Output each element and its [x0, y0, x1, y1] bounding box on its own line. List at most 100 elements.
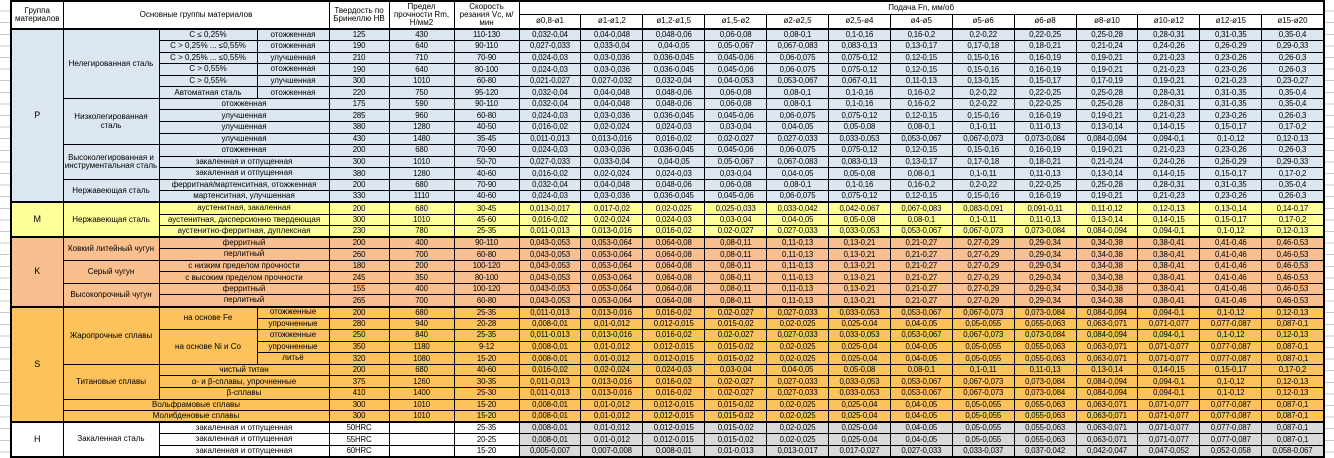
feed-value-cell: 0,13-0,21: [827, 294, 891, 307]
feed-value-cell: 0,071-0,077: [1137, 352, 1201, 365]
hardness-cell: 280: [328, 317, 390, 331]
feed-value-cell: 0,13-0,15: [951, 74, 1015, 88]
feed-value-cell: 0,22-0,25: [1013, 86, 1077, 99]
feed-value-cell: 0,008-0,01: [518, 421, 582, 435]
feed-value-cell: 0,013-0,017: [766, 444, 829, 458]
hardness-cell: 285: [328, 109, 390, 122]
strength-cell: 1010: [388, 74, 455, 88]
strength-cell: 1400: [388, 386, 455, 400]
strength-cell: 1260: [388, 375, 455, 388]
cutting-speed-cell: 80-100: [453, 63, 520, 76]
feed-value-cell: 0,043-0,053: [518, 294, 582, 307]
header-material-group: Группа материалов: [10, 0, 64, 30]
feed-value-cell: 0,08-0,1: [889, 213, 953, 227]
feed-value-cell: 0,2-0,22: [951, 28, 1015, 42]
feed-value-cell: 0,27-0,29: [951, 294, 1015, 307]
feed-value-cell: 0,1-0,16: [827, 28, 891, 42]
feed-value-cell: 0,015-0,02: [704, 340, 768, 354]
cutting-speed-cell: 40-60: [453, 190, 520, 203]
feed-value-cell: 0,08-0,1: [766, 86, 829, 99]
feed-value-cell: 0,016-0,02: [518, 363, 582, 377]
strength-cell: [388, 444, 455, 458]
feed-value-cell: 0,033-0,053: [827, 375, 891, 388]
feed-value-cell: 0,02-0,027: [704, 305, 768, 319]
feed-value-cell: 0,033-0,04: [580, 155, 644, 169]
feed-value-cell: 0,04-0,05: [889, 421, 953, 435]
material-name-cell: ферритная/мартенситная, отожженная: [158, 178, 330, 192]
material-name-cell: с низким пределом прочности: [158, 259, 330, 273]
feed-value-cell: 0,08-0,1: [889, 121, 953, 134]
material-name-cell: отожженная: [158, 144, 330, 157]
feed-value-cell: 0,063-0,071: [1075, 340, 1139, 354]
feed-value-cell: 0,077-0,087: [1199, 317, 1263, 331]
feed-value-cell: 0,013-0,016: [580, 132, 644, 146]
feed-value-cell: 0,084-0,094: [1075, 329, 1139, 342]
feed-value-cell: 0,03-0,04: [704, 167, 768, 180]
feed-value-cell: 0,15-0,17: [1199, 167, 1263, 180]
hardness-cell: 375: [328, 375, 390, 388]
feed-value-cell: 0,1-0,16: [827, 86, 891, 99]
feed-value-cell: 0,033-0,053: [827, 386, 891, 400]
feed-value-cell: 0,21-0,23: [1137, 109, 1201, 122]
feed-value-cell: 0,024-0,03: [518, 63, 582, 76]
feed-value-cell: 0,067-0,073: [951, 305, 1015, 319]
material-name-cell: C ≤ 0,25%: [158, 28, 258, 42]
feed-value-cell: 0,15-0,17: [1199, 213, 1263, 227]
feed-value-cell: 0,05-0,055: [951, 421, 1015, 435]
feed-value-cell: 0,053-0,067: [889, 375, 953, 388]
feed-value-cell: 0,094-0,1: [1137, 305, 1201, 319]
feed-value-cell: 0,05-0,055: [951, 317, 1015, 331]
feed-value-cell: 0,017-0,027: [827, 444, 891, 458]
feed-value-cell: 0,02-0,027: [704, 329, 768, 342]
feed-value-cell: 0,025-0,04: [827, 340, 891, 354]
material-name-cell: перлитный: [158, 294, 330, 307]
feed-value-cell: 0,043-0,053: [518, 248, 582, 261]
feed-value-cell: 0,008-0,01: [518, 352, 582, 365]
feed-value-cell: 0,053-0,064: [580, 294, 644, 307]
header-diameter-range-1: ø1-ø1,2: [580, 13, 644, 30]
feed-value-cell: 0,31-0,35: [1199, 28, 1263, 42]
feed-value-cell: 0,12-0,15: [889, 63, 953, 76]
hardness-cell: 245: [328, 271, 390, 284]
feed-value-cell: 0,075-0,12: [827, 63, 891, 76]
material-name-cell: Нелегированная сталь: [62, 27, 160, 99]
cutting-speed-cell: 35-45: [453, 132, 520, 146]
feed-value-cell: 0,12-0,15: [889, 190, 953, 203]
feed-value-cell: 0,12-0,13: [1261, 386, 1325, 400]
feed-value-cell: 0,027-0,033: [766, 132, 829, 146]
feed-value-cell: 0,04-0,05: [889, 352, 953, 365]
feed-value-cell: 0,063-0,071: [1075, 433, 1139, 446]
feed-value-cell: 0,087-0,1: [1261, 410, 1325, 423]
feed-value-cell: 0,06-0,075: [766, 109, 829, 122]
material-name-cell: отожженная: [158, 97, 330, 111]
strength-cell: 640: [388, 40, 455, 53]
feed-value-cell: 0,02-0,025: [766, 410, 829, 423]
cutting-speed-cell: 110-130: [453, 28, 520, 42]
feed-value-cell: 0,087-0,1: [1261, 340, 1325, 354]
feed-value-cell: 0,2-0,22: [951, 178, 1015, 192]
feed-value-cell: 0,047-0,052: [1137, 444, 1201, 458]
feed-value-cell: 0,05-0,055: [951, 410, 1015, 423]
feed-value-cell: 0,067-0,083: [766, 40, 829, 53]
feed-value-cell: 0,052-0,058: [1199, 444, 1263, 458]
cutting-speed-cell: 60-80: [453, 74, 520, 88]
feed-value-cell: 0,027-0,033: [766, 329, 829, 342]
cutting-speed-cell: 70-90: [453, 178, 520, 192]
feed-value-cell: 0,06-0,075: [766, 63, 829, 76]
feed-value-cell: 0,073-0,084: [1013, 386, 1077, 400]
cutting-speed-cell: 15-20: [453, 444, 520, 458]
feed-value-cell: 0,13-0,17: [889, 40, 953, 53]
header-brinell-hardness: Твердость по Бринеллю HB: [328, 0, 390, 30]
feed-value-cell: 0,1-0,16: [827, 178, 891, 192]
feed-value-cell: 0,087-0,1: [1261, 317, 1325, 331]
material-name-cell: закаленная и отпущенная: [158, 167, 330, 180]
feed-value-cell: 0,29-0,34: [1013, 282, 1077, 296]
feed-value-cell: 0,011-0,013: [518, 225, 582, 238]
feed-value-cell: 0,34-0,38: [1075, 248, 1139, 261]
material-name-cell: C > 0,25% ... ≤0,55%: [158, 51, 258, 65]
feed-value-cell: 0,043-0,053: [518, 259, 582, 273]
material-name-cell: C > 0,55%: [158, 63, 258, 76]
feed-value-cell: 0,11-0,12: [1075, 201, 1139, 215]
feed-value-cell: 0,03-0,036: [580, 109, 644, 122]
feed-value-cell: 0,31-0,35: [1199, 178, 1263, 192]
